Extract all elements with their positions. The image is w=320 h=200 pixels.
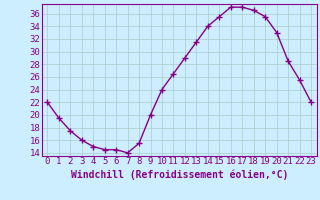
X-axis label: Windchill (Refroidissement éolien,°C): Windchill (Refroidissement éolien,°C) [70,169,288,180]
